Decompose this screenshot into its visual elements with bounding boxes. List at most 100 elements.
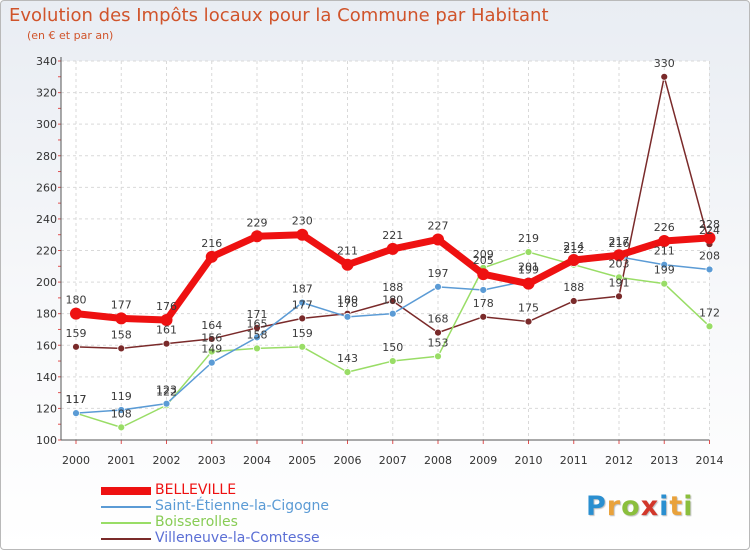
x-tick-label: 2002 bbox=[153, 454, 181, 467]
data-label-belleville: 228 bbox=[699, 218, 720, 231]
data-label-belleville: 230 bbox=[292, 215, 313, 228]
data-point-boisserolles bbox=[660, 279, 669, 288]
data-point-boisserolles bbox=[253, 344, 261, 353]
data-label-villeneuve-la-comtesse: 171 bbox=[247, 308, 268, 321]
data-label-belleville: 221 bbox=[382, 229, 403, 242]
data-label-villeneuve-la-comtesse: 168 bbox=[428, 313, 449, 326]
legend-label-saint-etienne: Saint-Étienne-la-Cigogne bbox=[155, 498, 330, 514]
data-point-belleville bbox=[477, 268, 490, 281]
data-label-belleville: 177 bbox=[111, 298, 132, 311]
data-label-villeneuve-la-comtesse: 191 bbox=[609, 276, 630, 289]
data-point-belleville bbox=[703, 231, 716, 244]
logo-letter: t bbox=[669, 491, 684, 522]
data-label-saint-etienne-la-cigogne: 149 bbox=[201, 343, 222, 356]
data-point-villeneuve-la-comtesse bbox=[569, 297, 578, 305]
data-point-belleville bbox=[658, 235, 671, 248]
logo-letter: i bbox=[659, 491, 670, 522]
data-point-belleville bbox=[70, 307, 82, 320]
data-label-saint-etienne-la-cigogne: 165 bbox=[247, 317, 268, 330]
data-label-saint-etienne-la-cigogne: 211 bbox=[654, 245, 675, 258]
data-point-saint-etienne-la-cigogne bbox=[162, 399, 171, 408]
x-tick-label: 2009 bbox=[469, 454, 497, 467]
y-tick-label: 320 bbox=[36, 87, 57, 100]
data-point-villeneuve-la-comtesse bbox=[298, 314, 307, 323]
data-point-belleville bbox=[251, 230, 263, 243]
data-point-saint-etienne-la-cigogne bbox=[388, 309, 397, 318]
data-label-boisserolles: 150 bbox=[382, 341, 403, 354]
data-label-belleville: 227 bbox=[428, 219, 449, 232]
data-point-saint-etienne-la-cigogne bbox=[479, 286, 488, 294]
logo-letter: x bbox=[640, 491, 660, 522]
data-point-boisserolles bbox=[298, 342, 307, 351]
logo-letter: r bbox=[606, 491, 622, 522]
data-point-saint-etienne-la-cigogne bbox=[72, 409, 80, 418]
data-label-villeneuve-la-comtesse: 158 bbox=[111, 328, 132, 341]
data-label-saint-etienne-la-cigogne: 197 bbox=[428, 267, 449, 280]
legend-label-villeneuve: Villeneuve-la-Comtesse bbox=[155, 530, 320, 546]
data-label-saint-etienne-la-cigogne: 208 bbox=[699, 249, 720, 262]
data-point-saint-etienne-la-cigogne bbox=[253, 333, 261, 342]
x-tick-label: 2011 bbox=[560, 454, 588, 467]
legend-swatch-belleville bbox=[101, 487, 151, 495]
data-point-boisserolles bbox=[524, 248, 533, 256]
x-tick-label: 2005 bbox=[288, 454, 316, 467]
data-point-boisserolles bbox=[207, 347, 216, 356]
data-label-villeneuve-la-comtesse: 178 bbox=[473, 297, 494, 310]
data-label-villeneuve-la-comtesse: 177 bbox=[292, 298, 313, 311]
data-label-villeneuve-la-comtesse: 188 bbox=[563, 281, 584, 294]
y-tick-label: 260 bbox=[36, 181, 57, 194]
data-label-belleville: 214 bbox=[563, 240, 584, 253]
data-point-saint-etienne-la-cigogne bbox=[117, 406, 126, 414]
logo-letter: P bbox=[586, 491, 607, 522]
data-point-saint-etienne-la-cigogne bbox=[298, 298, 307, 307]
x-tick-label: 2001 bbox=[107, 454, 135, 467]
data-point-boisserolles bbox=[388, 357, 397, 365]
data-label-boisserolles: 219 bbox=[518, 232, 539, 245]
data-point-belleville bbox=[432, 233, 444, 246]
data-point-belleville bbox=[567, 253, 580, 266]
data-label-boisserolles: 117 bbox=[66, 393, 87, 406]
legend-swatch-saint-etienne bbox=[101, 506, 151, 508]
data-point-saint-etienne-la-cigogne bbox=[660, 260, 669, 269]
data-label-boisserolles: 209 bbox=[473, 248, 494, 261]
x-tick-label: 2013 bbox=[650, 454, 678, 467]
data-point-belleville bbox=[160, 313, 173, 326]
data-label-boisserolles: 108 bbox=[111, 407, 132, 420]
data-point-belleville bbox=[386, 242, 399, 255]
x-tick-label: 2010 bbox=[515, 454, 543, 467]
chart-title: Evolution des Impôts locaux pour la Comm… bbox=[9, 5, 549, 26]
y-tick-label: 240 bbox=[36, 213, 57, 226]
x-tick-label: 2008 bbox=[424, 454, 452, 467]
data-label-belleville: 205 bbox=[473, 254, 494, 267]
data-point-belleville bbox=[205, 250, 218, 263]
data-label-belleville: 226 bbox=[654, 221, 675, 234]
data-label-boisserolles: 156 bbox=[201, 332, 222, 345]
data-point-saint-etienne-la-cigogne bbox=[207, 358, 216, 367]
logo-letter: i bbox=[683, 491, 694, 522]
y-tick-label: 140 bbox=[36, 371, 57, 384]
x-tick-label: 2000 bbox=[62, 454, 90, 467]
data-label-boisserolles: 158 bbox=[247, 328, 268, 341]
data-label-belleville: 176 bbox=[156, 300, 177, 313]
x-tick-label: 2007 bbox=[379, 454, 407, 467]
data-label-belleville: 216 bbox=[201, 237, 222, 250]
x-tick-label: 2014 bbox=[696, 454, 724, 467]
data-label-villeneuve-la-comtesse: 164 bbox=[201, 319, 222, 332]
data-label-boisserolles: 143 bbox=[337, 352, 358, 365]
data-point-boisserolles bbox=[434, 352, 442, 361]
data-label-belleville: 180 bbox=[66, 294, 87, 307]
data-point-boisserolles bbox=[705, 322, 714, 331]
data-label-villeneuve-la-comtesse: 180 bbox=[337, 294, 358, 307]
y-tick-label: 120 bbox=[36, 402, 57, 415]
data-label-boisserolles: 159 bbox=[292, 327, 313, 340]
data-point-villeneuve-la-comtesse bbox=[72, 342, 80, 351]
data-label-saint-etienne-la-cigogne: 212 bbox=[563, 243, 584, 256]
data-label-boisserolles: 199 bbox=[654, 264, 675, 277]
chart-subtitle: (en € et par an) bbox=[27, 29, 114, 42]
data-point-villeneuve-la-comtesse bbox=[207, 335, 216, 343]
y-tick-label: 100 bbox=[36, 434, 57, 447]
data-label-belleville: 229 bbox=[247, 216, 268, 229]
logo-letter: o bbox=[621, 491, 641, 522]
data-label-belleville: 199 bbox=[518, 264, 539, 277]
data-point-saint-etienne-la-cigogne bbox=[434, 282, 442, 291]
